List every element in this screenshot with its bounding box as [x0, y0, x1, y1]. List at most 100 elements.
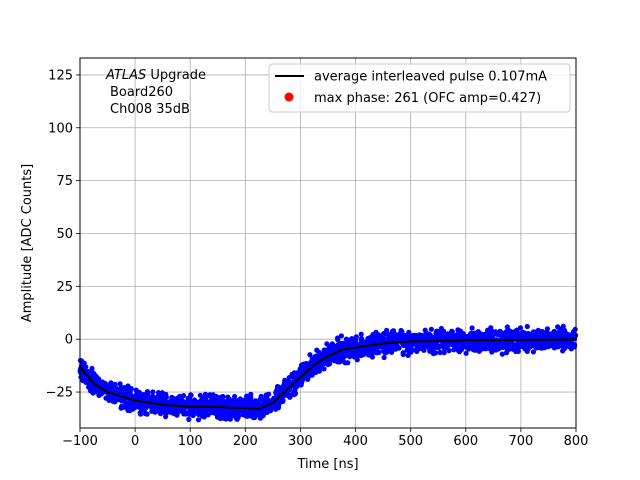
x-tick-label: 300	[288, 434, 313, 449]
scatter-point	[118, 385, 124, 391]
scatter-point	[349, 341, 355, 348]
scatter-point	[158, 391, 164, 397]
scatter-point	[305, 376, 311, 382]
scatter-point	[358, 331, 364, 337]
scatter-point	[557, 328, 564, 334]
scatter-point	[530, 329, 537, 335]
scatter-point	[329, 346, 335, 352]
scatter-point	[140, 392, 147, 398]
scatter-point	[402, 341, 408, 348]
scatter-point	[403, 336, 409, 342]
scatter-point	[499, 331, 505, 337]
x-tick-label: 200	[233, 434, 258, 449]
line-layer	[79, 338, 576, 411]
scatter-point	[501, 342, 507, 348]
scatter-point	[437, 349, 443, 356]
scatter-point	[189, 408, 195, 414]
scatter-point	[140, 404, 146, 410]
scatter-point	[349, 336, 355, 342]
scatter-point	[539, 328, 545, 335]
scatter-point	[142, 410, 148, 417]
annotation: ATLAS Upgrade Board260 Ch008 35dB	[105, 68, 206, 117]
x-tick-label: 600	[453, 434, 478, 449]
y-axis-label: Amplitude [ADC Counts]	[20, 164, 35, 322]
scatter-point	[466, 346, 472, 352]
scatter-point	[317, 354, 323, 360]
scatter-point	[348, 350, 354, 356]
y-tick-label: 75	[56, 174, 73, 189]
scatter-point	[553, 340, 559, 346]
scatter-point	[446, 348, 452, 354]
scatter-point	[326, 359, 332, 365]
legend-box	[268, 63, 571, 113]
annotation-upgrade: Upgrade	[146, 68, 206, 83]
scatter-point	[313, 353, 319, 359]
annotation-line1: ATLAS Upgrade	[105, 68, 206, 83]
x-tick-label: 400	[343, 434, 368, 449]
scatter-point	[357, 351, 364, 357]
scatter-point	[303, 362, 309, 369]
scatter-point	[227, 396, 233, 402]
scatter-point	[128, 386, 134, 392]
x-tick-label: 800	[564, 434, 589, 449]
scatter-point	[535, 327, 541, 333]
scatter-point	[197, 392, 203, 398]
scatter-point	[169, 408, 175, 414]
scatter-point	[375, 334, 381, 340]
scatter-point	[285, 392, 291, 398]
scatter-point	[146, 397, 152, 403]
x-axis-label: Time [ns]	[296, 457, 358, 472]
scatter-point	[504, 324, 510, 330]
scatter-point	[232, 393, 238, 400]
scatter-point	[340, 343, 346, 350]
scatter-point	[245, 394, 252, 400]
scatter-point	[249, 399, 255, 405]
scatter-point	[381, 354, 387, 361]
scatter-point	[298, 381, 304, 387]
scatter-point	[453, 342, 460, 348]
scatter-point	[426, 331, 432, 337]
annotation-line3: Ch008 35dB	[110, 102, 190, 117]
scatter-point	[322, 349, 328, 355]
x-tick-label: −100	[62, 434, 98, 449]
scatter-point	[217, 415, 223, 421]
scatter-point	[448, 335, 454, 341]
scatter-point	[316, 349, 322, 356]
scatter-point	[428, 326, 434, 332]
legend-label-max-phase: max phase: 261 (OFC amp=0.427)	[314, 91, 541, 106]
scatter-point	[227, 408, 233, 414]
annotation-line2: Board260	[110, 85, 173, 100]
legend: average interleaved pulse 0.107mA max ph…	[268, 63, 571, 113]
plot-frame	[79, 57, 577, 429]
scatter-point	[264, 397, 270, 403]
scatter-point	[335, 342, 341, 348]
scatter-point	[483, 331, 489, 337]
scatter-point	[474, 332, 480, 338]
scatter-point	[484, 342, 490, 348]
scatter-point	[178, 399, 184, 405]
annotation-atlas: ATLAS	[105, 68, 146, 83]
scatter-point	[195, 417, 202, 423]
scatter-point	[562, 339, 568, 345]
scatter-point	[441, 350, 447, 356]
scatter-point	[441, 328, 447, 334]
scatter-point	[499, 351, 505, 357]
scatter-point	[268, 407, 274, 414]
scatter-point	[256, 401, 262, 407]
scatter-point	[455, 332, 461, 339]
scatter-point	[411, 334, 417, 340]
scatter-point	[469, 325, 475, 331]
scatter-point	[445, 331, 451, 337]
scatter-point	[547, 340, 553, 346]
scatter-point	[466, 334, 472, 340]
scatter-point	[83, 364, 89, 370]
scatter-point	[511, 331, 517, 337]
scatter-point	[204, 393, 210, 399]
scatter-point	[522, 346, 528, 352]
scatter-point	[235, 399, 242, 405]
scatter-point	[558, 340, 564, 346]
scatter-point	[354, 357, 360, 363]
scatter-point	[172, 398, 178, 404]
scatter-point	[460, 344, 466, 350]
scatter-point	[212, 410, 218, 416]
